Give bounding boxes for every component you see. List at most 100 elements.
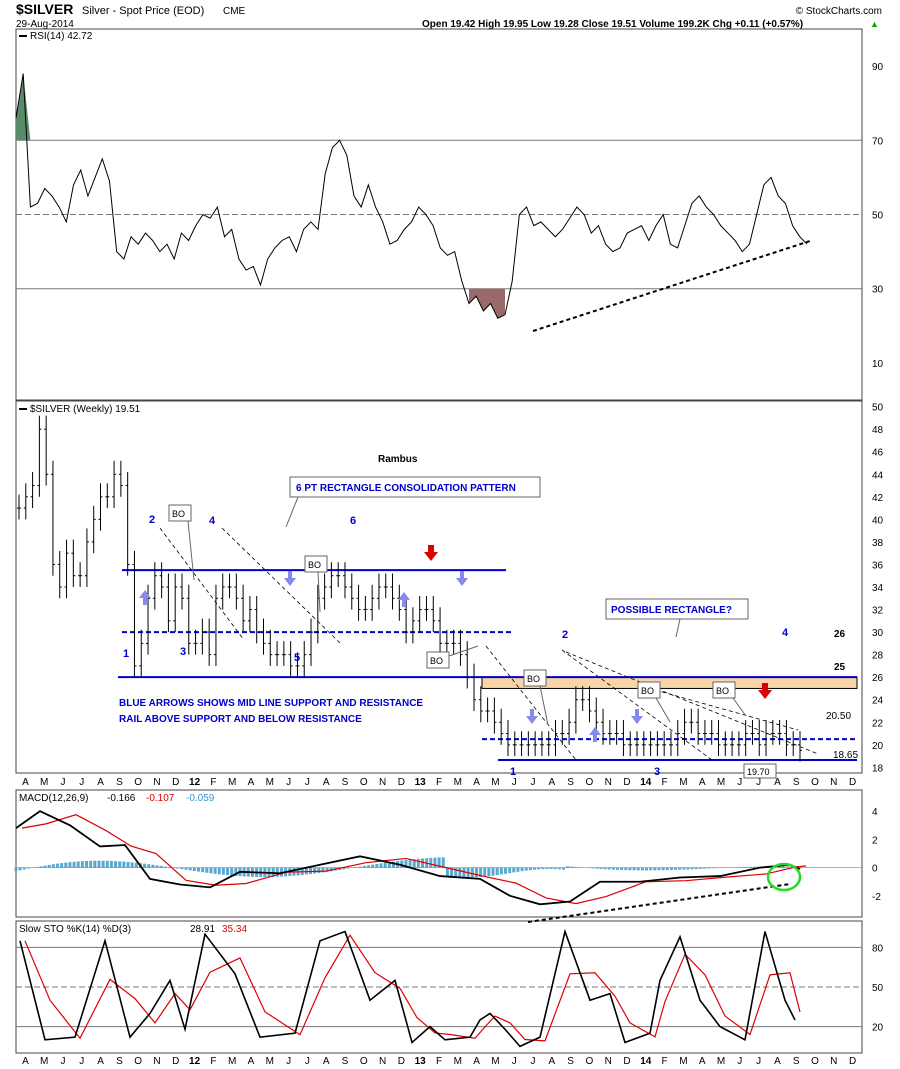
macd-hist-bar-2	[22, 867, 26, 870]
x-tick-price-21: 13	[415, 777, 427, 788]
macd-hist-bar-93	[400, 860, 404, 868]
macd-hist-bar-135	[574, 866, 578, 868]
rsi-y-tick-50: 50	[872, 211, 884, 222]
pt-5: 5	[294, 652, 300, 664]
rsi-y-tick-10: 10	[872, 359, 884, 370]
macd-hist-bar-176	[744, 866, 748, 868]
x-tick-sto-31: N	[605, 1056, 612, 1067]
x-tick-price-31: N	[605, 777, 612, 788]
x-tick-price-4: A	[97, 777, 104, 788]
macd-hist-bar-7	[43, 865, 47, 868]
macd-hist-bar-80	[346, 867, 350, 869]
macd-hist-bar-45	[201, 867, 205, 873]
macd-hist-bar-79	[342, 867, 346, 870]
macd-hist-bar-28	[130, 862, 134, 868]
x-tick-price-24: A	[473, 777, 480, 788]
macd-hist-bar-132	[562, 867, 566, 870]
trendline-2	[485, 645, 577, 761]
x-tick-price-25: M	[491, 777, 499, 788]
x-tick-sto-35: M	[679, 1056, 687, 1067]
macd-hist-bar-104	[445, 867, 449, 877]
macd-hist-bar-124	[528, 867, 532, 871]
macd-hist-bar-126	[537, 867, 541, 870]
x-tick-price-34: F	[662, 777, 668, 788]
x-tick-sto-33: 14	[640, 1056, 652, 1067]
bo-callout-4: BO	[523, 669, 549, 726]
author-title: Rambus	[378, 454, 418, 465]
macd-hist-bar-142	[603, 867, 607, 870]
macd-hist-bar-10	[55, 863, 59, 868]
x-tick-sto-7: N	[153, 1056, 160, 1067]
exchange: CME	[223, 6, 246, 17]
x-tick-price-44: D	[849, 777, 856, 788]
macd-hist-bar-177	[748, 866, 752, 868]
price-y-tick-38: 38	[872, 538, 884, 549]
x-tick-price-11: M	[228, 777, 236, 788]
x-tick-price-43: N	[830, 777, 837, 788]
macd-hist-bar-147	[624, 867, 628, 871]
macd-hist-bar-149	[632, 867, 636, 871]
sto-y-tick-80: 80	[872, 943, 884, 954]
x-tick-sto-9: 12	[189, 1056, 201, 1067]
red-arrow-0	[424, 545, 438, 561]
x-tick-sto-29: S	[567, 1056, 574, 1067]
macd-hist-bar-21	[101, 860, 105, 868]
price-y-tick-50: 50	[872, 403, 884, 414]
macd-hist-bar-63	[275, 867, 279, 877]
macd-green-circle	[766, 862, 802, 892]
pt2-1: 1	[510, 766, 516, 778]
price-y-tick-46: 46	[872, 448, 884, 459]
bo-callout-6: BO	[712, 681, 747, 717]
price-panel	[15, 400, 863, 774]
x-tick-price-28: A	[548, 777, 555, 788]
macd-hist-bar-50	[221, 867, 225, 875]
x-tick-sto-17: S	[342, 1056, 349, 1067]
sto-chart: 80 50 20	[16, 928, 884, 1048]
macd-hist-bar-120	[512, 867, 516, 873]
x-tick-sto-37: M	[717, 1056, 725, 1067]
macd-hist-bar-22	[105, 860, 109, 868]
x-tick-price-8: D	[172, 777, 179, 788]
x-tick-sto-5: S	[116, 1056, 123, 1067]
rsi-y-tick-90: 90	[872, 62, 884, 73]
macd-hist-bar-153	[649, 867, 653, 871]
x-tick-sto-32: D	[623, 1056, 630, 1067]
rsi-legend: RSI(14) 42.72	[19, 31, 93, 42]
brand: © StockCharts.com	[796, 6, 882, 17]
x-tick-price-38: J	[737, 777, 742, 788]
x-tick-price-23: M	[454, 777, 462, 788]
macd-hist-bar-159	[674, 867, 678, 870]
x-tick-price-17: S	[342, 777, 349, 788]
x-tick-sto-13: M	[266, 1056, 274, 1067]
x-tick-price-42: O	[811, 777, 819, 788]
macd-hist-bar-114	[487, 867, 491, 877]
macd-hist-bar-186	[786, 866, 790, 868]
level-1970: 19.70	[747, 767, 770, 777]
macd-hist-bar-33	[151, 864, 155, 868]
x-tick-price-41: S	[793, 777, 800, 788]
trendline-4	[565, 651, 819, 755]
rsi-trendline	[532, 240, 811, 332]
macd-hist-bar-74	[321, 867, 325, 873]
down-arrow-1	[456, 571, 468, 586]
rsi-line	[15, 73, 808, 320]
macd-hist-bar-0	[14, 867, 18, 872]
macd-hist-bar-31	[143, 863, 147, 868]
x-tick-price-40: A	[774, 777, 781, 788]
macd-signal-line	[21, 814, 807, 905]
price-annotations: Rambus 6 PT RECTANGLE CONSOLIDATION PATT…	[119, 454, 858, 779]
x-tick-price-13: M	[266, 777, 274, 788]
macd-hist-bar-123	[524, 867, 528, 871]
macd-hist-bar-103	[441, 857, 445, 868]
x-tick-sto-22: F	[436, 1056, 442, 1067]
price-y-tick-42: 42	[872, 493, 884, 504]
macd-hist-bar-164	[694, 867, 698, 870]
x-tick-price-10: F	[210, 777, 216, 788]
date: 29-Aug-2014	[16, 19, 74, 30]
macd-panel	[15, 789, 863, 918]
quote: Open 19.42 High 19.95 Low 19.28 Close 19…	[422, 19, 803, 30]
macd-hist-bar-146	[620, 867, 624, 870]
rsi-overbought-fill	[16, 73, 31, 141]
price-y-tick-32: 32	[872, 606, 884, 617]
macd-y-tick-2: 2	[872, 835, 878, 846]
